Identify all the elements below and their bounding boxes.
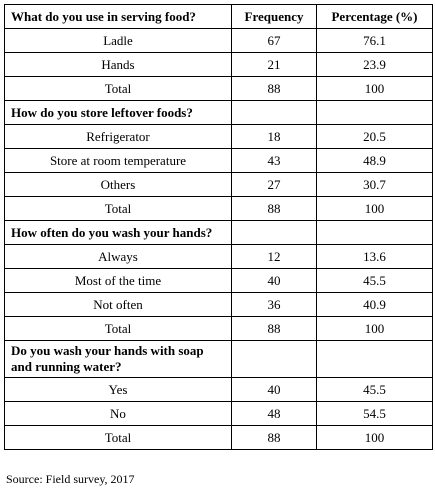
answer-cell: Refrigerator xyxy=(4,124,232,149)
frequency-cell: 48 xyxy=(231,401,317,426)
percentage-cell: 20.5 xyxy=(316,124,433,149)
data-row: No 48 54.5 xyxy=(4,401,433,426)
answer-cell: Total xyxy=(4,196,232,221)
percentage-cell: 45.5 xyxy=(316,377,433,402)
percentage-cell: 76.1 xyxy=(316,28,433,53)
survey-table: What do you use in serving food? Frequen… xyxy=(4,4,433,450)
data-row: Most of the time 40 45.5 xyxy=(4,268,433,293)
data-row: Yes 40 45.5 xyxy=(4,377,433,402)
frequency-cell: 88 xyxy=(231,425,317,450)
percentage-cell: 100 xyxy=(316,76,433,101)
data-row: Total 88 100 xyxy=(4,425,433,450)
answer-cell: Total xyxy=(4,425,232,450)
blank-cell xyxy=(316,100,433,125)
answer-cell: Most of the time xyxy=(4,268,232,293)
data-row: Store at room temperature 43 48.9 xyxy=(4,148,433,173)
question-row: Do you wash your hands with soap and run… xyxy=(4,340,433,378)
question-cell: How do you store leftover foods? xyxy=(4,100,232,125)
percentage-cell: 100 xyxy=(316,316,433,341)
answer-cell: Store at room temperature xyxy=(4,148,232,173)
frequency-cell: 40 xyxy=(231,377,317,402)
answer-cell: Others xyxy=(4,172,232,197)
answer-cell: Not often xyxy=(4,292,232,317)
answer-cell: Hands xyxy=(4,52,232,77)
percentage-cell: 13.6 xyxy=(316,244,433,269)
percentage-cell: 30.7 xyxy=(316,172,433,197)
frequency-cell: 88 xyxy=(231,76,317,101)
blank-cell xyxy=(316,340,433,378)
answer-cell: No xyxy=(4,401,232,426)
source-note: Source: Field survey, 2017 xyxy=(6,472,135,486)
percentage-cell: 100 xyxy=(316,196,433,221)
answer-cell: Total xyxy=(4,316,232,341)
blank-cell xyxy=(231,340,317,378)
question-row: How do you store leftover foods? xyxy=(4,100,433,125)
answer-cell: Total xyxy=(4,76,232,101)
frequency-cell: 18 xyxy=(231,124,317,149)
frequency-cell: 43 xyxy=(231,148,317,173)
data-row: Total 88 100 xyxy=(4,196,433,221)
blank-cell xyxy=(316,220,433,245)
blank-cell xyxy=(231,100,317,125)
data-row: Always 12 13.6 xyxy=(4,244,433,269)
percentage-cell: 54.5 xyxy=(316,401,433,426)
percentage-cell: 40.9 xyxy=(316,292,433,317)
blank-cell xyxy=(231,220,317,245)
frequency-cell: 88 xyxy=(231,196,317,221)
frequency-cell: 40 xyxy=(231,268,317,293)
frequency-cell: 67 xyxy=(231,28,317,53)
answer-cell: Ladle xyxy=(4,28,232,53)
header-row: What do you use in serving food? Frequen… xyxy=(4,4,433,29)
answer-cell: Yes xyxy=(4,377,232,402)
data-row: Not often 36 40.9 xyxy=(4,292,433,317)
data-row: Total 88 100 xyxy=(4,316,433,341)
data-row: Hands 21 23.9 xyxy=(4,52,433,77)
percentage-cell: 45.5 xyxy=(316,268,433,293)
data-row: Others 27 30.7 xyxy=(4,172,433,197)
header-cell: Frequency xyxy=(231,4,317,29)
percentage-cell: 23.9 xyxy=(316,52,433,77)
header-cell: What do you use in serving food? xyxy=(4,4,232,29)
frequency-cell: 88 xyxy=(231,316,317,341)
header-cell: Percentage (%) xyxy=(316,4,433,29)
data-row: Ladle 67 76.1 xyxy=(4,28,433,53)
frequency-cell: 12 xyxy=(231,244,317,269)
percentage-cell: 48.9 xyxy=(316,148,433,173)
data-row: Refrigerator 18 20.5 xyxy=(4,124,433,149)
table-body: Ladle 67 76.1 Hands 21 23.9 Total 88 100 How do y… xyxy=(4,28,433,450)
frequency-cell: 36 xyxy=(231,292,317,317)
answer-cell: Always xyxy=(4,244,232,269)
question-row: How often do you wash your hands? xyxy=(4,220,433,245)
percentage-cell: 100 xyxy=(316,425,433,450)
question-cell: Do you wash your hands with soap and run… xyxy=(4,340,232,378)
question-cell: How often do you wash your hands? xyxy=(4,220,232,245)
frequency-cell: 21 xyxy=(231,52,317,77)
frequency-cell: 27 xyxy=(231,172,317,197)
data-row: Total 88 100 xyxy=(4,76,433,101)
